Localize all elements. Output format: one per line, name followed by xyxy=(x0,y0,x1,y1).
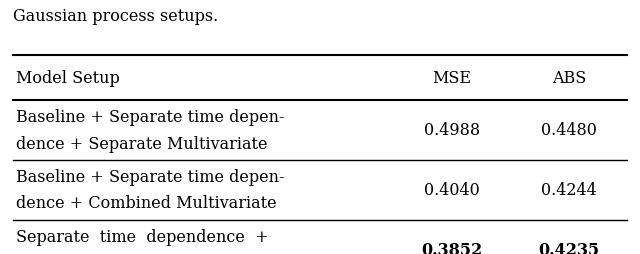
Text: 0.4480: 0.4480 xyxy=(541,122,596,139)
Text: ABS: ABS xyxy=(552,70,586,87)
Text: MSE: MSE xyxy=(433,70,472,87)
Text: 0.4244: 0.4244 xyxy=(541,181,596,198)
Text: Separate  time  dependence  +: Separate time dependence + xyxy=(16,228,269,245)
Text: 0.4040: 0.4040 xyxy=(424,181,480,198)
Text: 0.4235: 0.4235 xyxy=(538,241,600,254)
Text: 0.4988: 0.4988 xyxy=(424,122,480,139)
Text: 0.3852: 0.3852 xyxy=(422,241,483,254)
Text: dence + Separate Multivariate: dence + Separate Multivariate xyxy=(16,135,268,152)
Text: Baseline + Separate time depen-: Baseline + Separate time depen- xyxy=(16,108,285,125)
Text: Baseline + Separate time depen-: Baseline + Separate time depen- xyxy=(16,168,285,185)
Text: Gaussian process setups.: Gaussian process setups. xyxy=(13,8,218,25)
Text: Model Setup: Model Setup xyxy=(16,70,120,87)
Text: dence + Combined Multivariate: dence + Combined Multivariate xyxy=(16,195,276,212)
